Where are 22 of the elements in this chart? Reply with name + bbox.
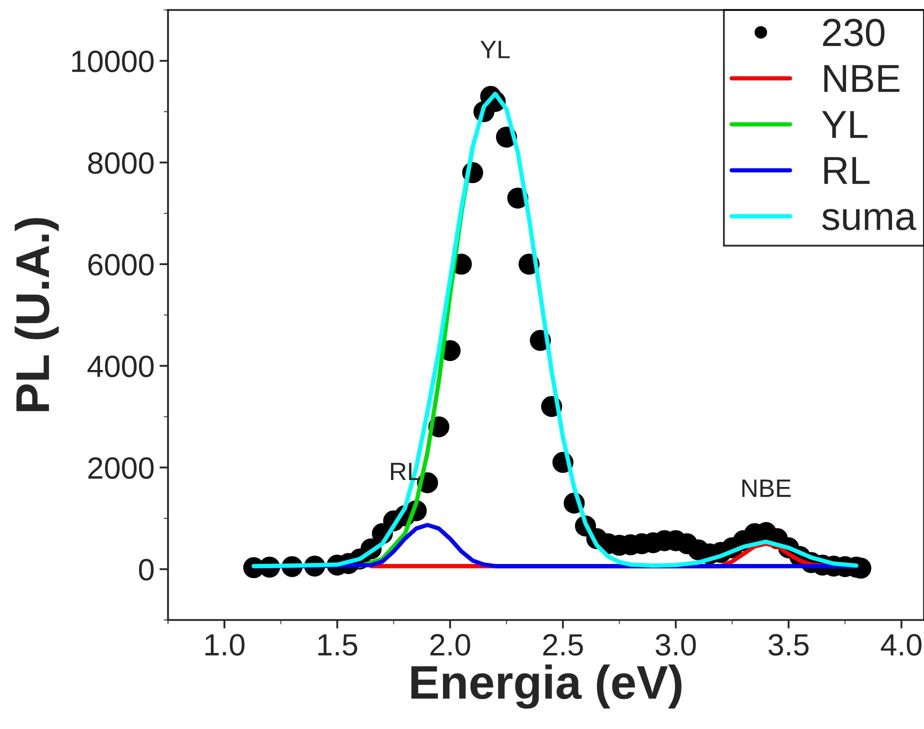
y-axis-title: PL (U.A.)	[14, 218, 59, 412]
annotation: NBE	[742, 480, 791, 497]
legend-label: YL	[822, 111, 868, 138]
y-tick-label: 4000	[88, 356, 154, 378]
x-tick-label: 2.5	[543, 634, 583, 656]
legend-label: RL	[824, 157, 870, 184]
x-tick-label: 3.5	[768, 634, 809, 656]
legend-label: suma	[822, 208, 916, 230]
y-tick-label: 10000	[72, 50, 154, 72]
y-tick-label: 8000	[88, 152, 154, 174]
legend-label: NBE	[824, 65, 900, 92]
y-tick-label: 0	[139, 558, 154, 581]
x-axis-title: Energia (eV)	[411, 664, 682, 709]
x-tick-label: 1.5	[318, 634, 358, 656]
x-tick-label: 1.0	[206, 634, 244, 656]
x-tick-label: 4.0	[880, 634, 922, 656]
x-tick-label: 2.0	[430, 634, 470, 656]
x-tick-label: 3.0	[656, 634, 696, 656]
y-tick-label: 6000	[88, 254, 154, 276]
annotation: YL	[480, 40, 510, 58]
legend-label: 230	[823, 18, 884, 46]
y-tick-label: 2000	[88, 457, 154, 479]
